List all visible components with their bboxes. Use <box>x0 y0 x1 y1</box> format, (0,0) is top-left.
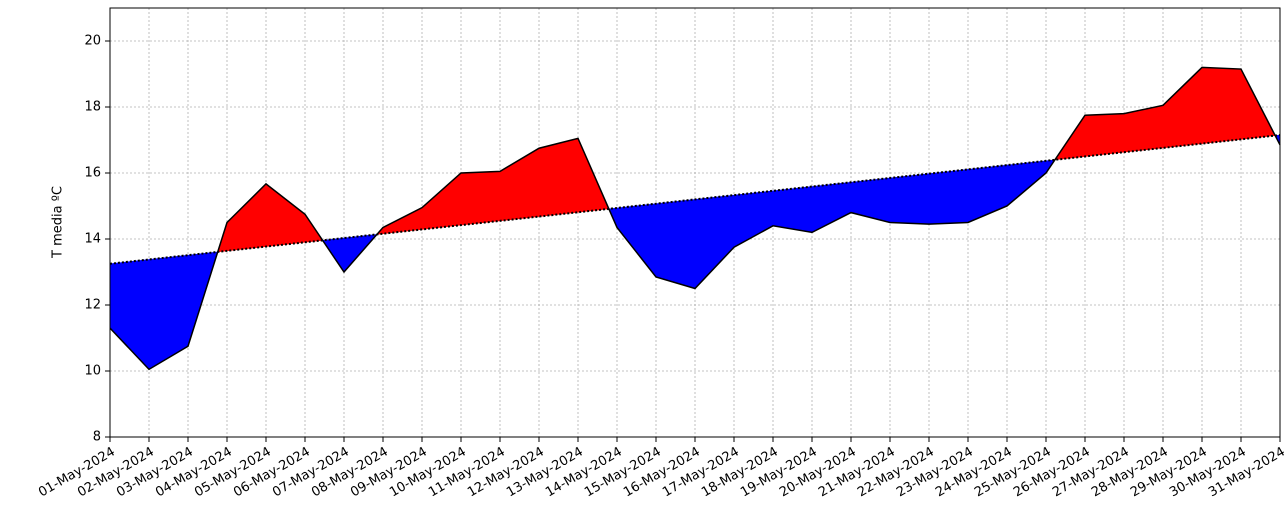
fill-area <box>1084 113 1125 157</box>
y-tick-label: 12 <box>84 298 101 313</box>
y-tick-label: 10 <box>84 364 101 379</box>
fill-area <box>811 181 852 233</box>
y-tick-label: 16 <box>84 166 101 181</box>
fill-area <box>109 259 150 370</box>
fill-area <box>694 194 735 290</box>
y-tick-label: 20 <box>84 34 101 49</box>
fill-area <box>460 171 501 226</box>
fill-area <box>421 172 462 230</box>
fill-area <box>655 199 696 289</box>
plot-frame <box>109 7 1281 438</box>
fill-area <box>889 173 930 225</box>
fill-area <box>538 138 579 217</box>
fill-area <box>772 186 813 233</box>
fill-area <box>265 183 306 247</box>
y-tick-label: 8 <box>93 430 101 445</box>
fill-area <box>850 177 891 223</box>
fill-area <box>1162 66 1203 149</box>
fill-area <box>1201 67 1242 144</box>
y-tick-label: 14 <box>84 232 101 247</box>
fill-area <box>928 169 969 225</box>
y-axis-label: T media ºC <box>51 186 66 259</box>
y-tick-label: 18 <box>84 100 101 115</box>
line <box>109 66 1281 371</box>
fill-area <box>616 203 657 278</box>
fill-area <box>1006 160 1047 207</box>
fill-area <box>148 254 189 370</box>
line <box>109 134 1281 265</box>
